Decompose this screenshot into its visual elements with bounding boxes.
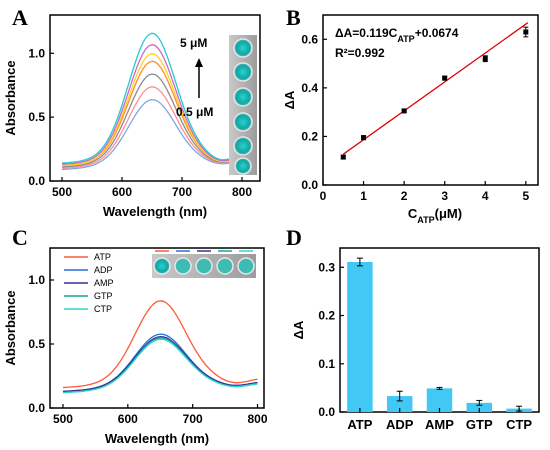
panel-b-x-tick-label: 4 (482, 189, 489, 203)
panel-d-y-tick-label: 0.2 (318, 309, 335, 323)
panel-a-spectrum-line (61, 44, 243, 165)
panel-b-data-point (361, 135, 367, 141)
panel-b-data-point (401, 108, 407, 114)
panel-a-x-tick-label: 700 (172, 185, 192, 199)
panel-c-legend-label: ADP (94, 265, 113, 275)
panel-letter-b: B (286, 5, 301, 30)
panel-a-spectrum-line (61, 32, 243, 164)
panel-b-data-point (442, 75, 448, 81)
panel-b-y-axis-label: ΔA (282, 90, 297, 109)
panel-a-spectrum-line (61, 60, 243, 167)
panel-b-equation: ΔA=0.119CATP+0.0674 (335, 26, 459, 44)
panel-c-x-tick-label: 700 (183, 412, 203, 426)
panel-d-bar (347, 261, 373, 412)
panel-letter-a: A (12, 5, 28, 30)
panel-c-spectrum-line (62, 300, 258, 389)
panel-c-x-axis-label: Wavelength (nm) (105, 431, 209, 446)
panel-c-y-tick-label: 0.5 (28, 337, 45, 351)
panel-d-category-label: ADP (386, 417, 414, 432)
panel-a-x-axis-label: Wavelength (nm) (103, 204, 207, 219)
panel-b-x-tick-label: 5 (522, 189, 529, 203)
panel-d-category-label: ATP (347, 417, 372, 432)
panel-a-x-tick-label: 600 (112, 185, 132, 199)
panel-d-category-label: AMP (425, 417, 454, 432)
panel-c-frame (49, 247, 265, 409)
panel-d-y-tick-label: 0.3 (318, 260, 335, 274)
panel-letter-d: D (286, 225, 302, 250)
panel-c-legend-label: AMP (94, 278, 114, 288)
panel-a-annotation-low: 0.5 μM (176, 105, 213, 119)
panel-c-well-photo (152, 254, 256, 278)
panel-a-spectrum-line (61, 73, 243, 168)
panel-a: Absorbance Wavelength (nm) 500 600 700 800 0… (3, 14, 261, 219)
panel-letter-c: C (12, 225, 28, 250)
panel-a-y-tick-label: 0.5 (28, 110, 45, 124)
panel-a-x-tick-label: 800 (232, 185, 252, 199)
panel-b-r-squared: R²=0.992 (335, 46, 385, 60)
panel-b-x-axis-label: CATP(μM) (408, 206, 462, 225)
panel-d-category-label: GTP (466, 417, 493, 432)
panel-b-data-point (523, 29, 529, 35)
panel-c-x-tick-label: 600 (118, 412, 138, 426)
panel-d-bar (386, 396, 413, 412)
panel-a-y-tick-label: 0.0 (28, 174, 45, 188)
panel-b-fit-line (342, 22, 529, 155)
panel-b-x-tick-label: 2 (401, 189, 408, 203)
panel-b: ΔA CATP(μM) ΔA=0.119CATP+0.0674 R²=0.992… (282, 14, 539, 225)
panel-d-category-label: CTP (506, 417, 532, 432)
panel-a-spectrum-line (61, 52, 243, 167)
panel-a-spectrum-line (61, 86, 243, 169)
panel-a-y-tick-label: 1.0 (28, 46, 45, 60)
panel-b-x-tick-label: 3 (441, 189, 448, 203)
panel-c-legend-label: CTP (94, 304, 112, 314)
panel-b-data-point (482, 56, 488, 62)
panel-b-y-tick-label: 0.2 (301, 129, 318, 143)
panel-d-y-axis-label: ΔA (291, 320, 306, 339)
panel-c-x-tick-label: 800 (247, 412, 267, 426)
panel-b-x-tick-label: 1 (360, 189, 367, 203)
panel-d-bar (426, 388, 453, 412)
panel-c-spectrum-line (62, 338, 258, 394)
panel-a-well-photo (229, 35, 257, 175)
panel-a-frame (49, 14, 261, 182)
panel-c-legend-label: ATP (94, 252, 111, 262)
panel-b-frame (322, 14, 539, 186)
panel-b-data-point (340, 154, 346, 160)
panel-c-spectrum-line (62, 333, 258, 392)
panel-a-x-tick-label: 500 (52, 185, 72, 199)
panel-a-spectrum-line (61, 98, 243, 171)
panel-c-x-tick-label: 500 (53, 412, 73, 426)
panel-d-y-tick-label: 0.1 (318, 357, 335, 371)
panel-d-bar (466, 402, 493, 412)
panel-d-y-tick-label: 0.0 (318, 405, 335, 419)
panel-a-arrowhead (195, 58, 203, 67)
panel-c-spectrum-line (62, 335, 258, 392)
panel-a-annotation-high: 5 μM (180, 36, 207, 50)
panel-c-y-tick-label: 1.0 (28, 273, 45, 287)
panel-c-y-axis-label: Absorbance (3, 290, 18, 365)
panel-b-y-tick-label: 0.0 (301, 178, 318, 192)
panel-d: ΔA 0.0 0.1 0.2 0.3 ATP ADP AMP GTP CTP (291, 247, 540, 432)
panel-b-y-tick-label: 0.6 (301, 32, 318, 46)
panel-b-x-tick-label: 0 (320, 189, 327, 203)
panel-b-y-tick-label: 0.4 (301, 81, 318, 95)
panel-c: Absorbance Wavelength (nm) 500 600 700 800 0… (3, 247, 268, 446)
panel-c-legend-label: GTP (94, 291, 113, 301)
panel-c-y-tick-label: 0.0 (28, 401, 45, 415)
panel-a-y-axis-label: Absorbance (3, 60, 18, 135)
